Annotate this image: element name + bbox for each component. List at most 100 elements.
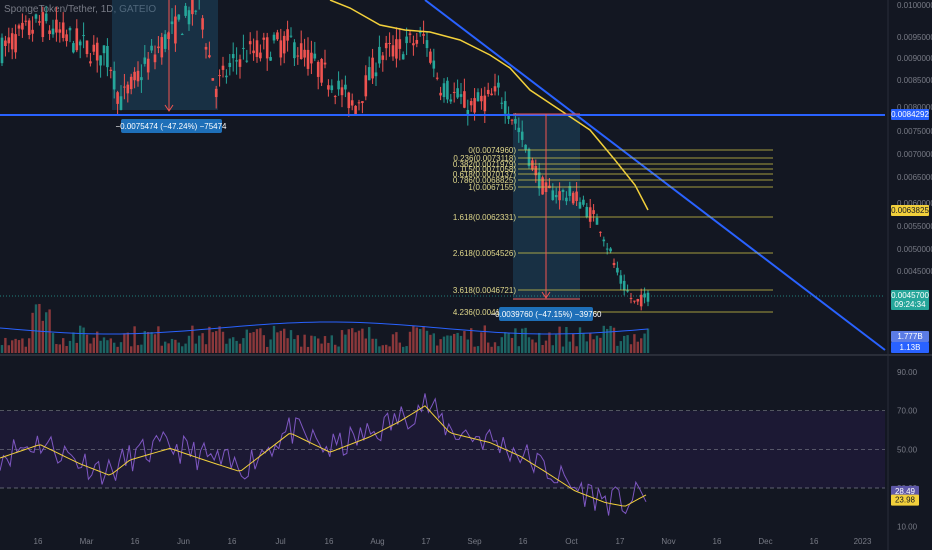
candle-body <box>558 191 561 201</box>
candle-body <box>578 202 582 209</box>
candle-body <box>405 36 408 44</box>
volume-bar <box>364 338 367 353</box>
candle-body <box>517 127 521 133</box>
candle-body <box>452 91 456 93</box>
price-tick-label: 0.0045000 <box>897 267 932 276</box>
volume-bar <box>470 328 473 353</box>
candle-body <box>571 192 575 204</box>
measure-arrowhead-2 <box>541 291 551 299</box>
price-panel[interactable]: 0(0.0074960)0.236(0.0073118)0.382(0.0071… <box>0 0 932 356</box>
candle-body <box>191 0 194 15</box>
volume-bar <box>310 335 313 353</box>
time-axis[interactable]: 16 Mar 16 Jun 16 Jul 16 Aug 17 Sep 16 Oct 17 Nov 16 Dec… <box>34 537 872 546</box>
volume-bar <box>28 338 31 353</box>
volume-bar <box>72 332 75 353</box>
volume-bar <box>58 344 61 353</box>
volume-bar <box>446 335 449 353</box>
volume-bar <box>636 341 639 353</box>
candle-body <box>153 54 157 63</box>
candle-body <box>177 14 181 20</box>
volume-ma-line <box>0 321 649 335</box>
volume-bar <box>368 327 371 353</box>
fib-level-label: 0.786(0.0068825) <box>453 176 517 185</box>
volume-bar <box>41 320 44 353</box>
volume-bar <box>286 338 289 353</box>
volume-bar <box>11 340 14 353</box>
volume-bar <box>31 312 34 353</box>
volume-bar <box>551 345 554 353</box>
volume-bar <box>483 325 486 353</box>
candle-body <box>157 46 160 49</box>
candle-body <box>14 34 17 53</box>
time-tick-label: Mar <box>80 537 94 546</box>
candle-body <box>27 20 31 35</box>
candle-body <box>116 92 119 104</box>
candle-body <box>303 49 306 58</box>
candle-body <box>619 275 623 284</box>
volume-bar <box>589 333 592 353</box>
candle-body <box>218 75 221 77</box>
candle-body <box>4 40 7 46</box>
candle-body <box>95 42 99 61</box>
candle-body <box>616 267 619 273</box>
price-scale[interactable]: 0.0100000 0.0095000 0.0090000 0.0085000 0.00… <box>887 0 932 550</box>
candle-body <box>565 197 568 202</box>
volume-bar <box>116 346 119 353</box>
volume-bar <box>606 328 609 353</box>
candle-body <box>330 85 334 91</box>
volume-bar <box>395 332 398 353</box>
volume-bar <box>89 343 92 353</box>
volume-bar <box>140 344 143 353</box>
volume-bar <box>347 329 350 353</box>
candle-body <box>344 84 347 90</box>
volume-bar <box>320 343 323 353</box>
rsi-badge-value: 23.98 <box>895 496 916 505</box>
rsi-tick-label: 90.00 <box>897 368 918 377</box>
candle-body <box>293 42 296 59</box>
time-tick-label: Oct <box>565 537 578 546</box>
volume-bar <box>643 333 646 353</box>
measure-zone-1 <box>112 0 218 110</box>
volume-bar <box>99 340 102 353</box>
volume-bar <box>201 333 204 353</box>
volume-bar <box>164 341 167 353</box>
volume-bar <box>487 342 490 353</box>
volume-bar <box>555 334 558 353</box>
candle-body <box>75 28 79 51</box>
candle-body <box>41 12 45 38</box>
volume-bar <box>442 336 446 353</box>
candle-body <box>21 22 24 30</box>
volume-bar <box>4 337 7 353</box>
candle-body <box>24 20 28 22</box>
price-tick-label: 0.0075000 <box>897 127 932 136</box>
volume-bar <box>388 346 391 353</box>
candle-body <box>442 83 446 98</box>
candle-body <box>272 34 276 41</box>
price-tick-label: 0.0095000 <box>897 33 932 42</box>
rsi-panel[interactable] <box>0 393 885 516</box>
volume-bar <box>249 332 252 353</box>
candle-body <box>568 186 572 196</box>
volume-bar <box>415 327 418 353</box>
measure-label-box-2 <box>499 307 593 321</box>
measure-label-box-1 <box>121 119 222 133</box>
volume-bar <box>184 343 187 353</box>
candle-body <box>296 55 300 57</box>
candle-body <box>337 80 340 90</box>
candle-body <box>119 96 123 110</box>
volume-bar <box>578 327 582 353</box>
candle-body <box>609 248 612 252</box>
volume-bar <box>408 331 412 353</box>
volume-bar <box>245 329 248 353</box>
candle-body <box>425 40 429 49</box>
price-tick-label: 0.0070000 <box>897 150 932 159</box>
candle-body <box>527 148 531 167</box>
candle-body <box>391 45 395 57</box>
price-tick-label: 0.0060000 <box>897 199 932 208</box>
candle-body <box>364 75 368 97</box>
rsi-ma-line <box>0 405 647 507</box>
candle-body <box>252 50 255 54</box>
candle-body <box>493 86 497 92</box>
candle-body <box>160 37 164 58</box>
